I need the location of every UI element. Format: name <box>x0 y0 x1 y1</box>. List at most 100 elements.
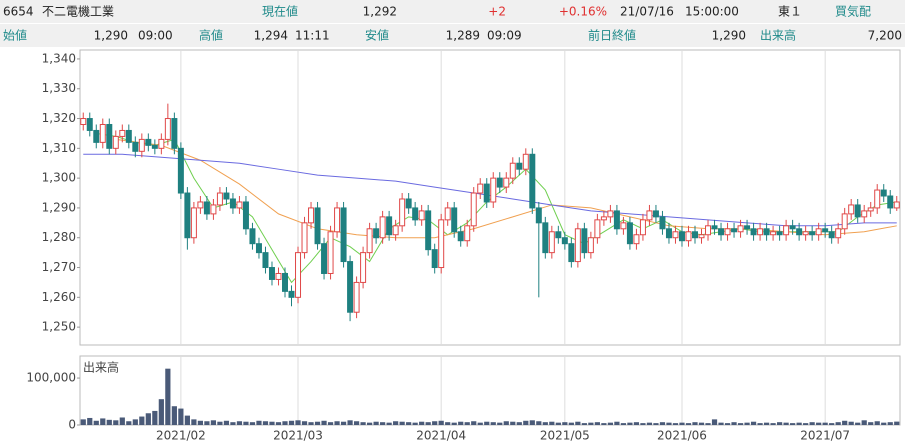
volume-bar <box>822 422 828 425</box>
candle-body <box>255 243 262 254</box>
open: 1,290 <box>94 29 128 43</box>
candle-body <box>457 231 464 242</box>
candle-body <box>685 231 692 242</box>
candle-body <box>223 192 230 200</box>
volume-bar <box>386 422 392 425</box>
candle-body <box>535 207 542 224</box>
date: 21/07/16 <box>620 5 674 19</box>
candle-body <box>867 207 874 212</box>
volume-bar <box>874 421 880 425</box>
volume-bar <box>340 421 347 425</box>
volume-title: 出来高 <box>83 360 119 375</box>
candle-body <box>509 162 516 179</box>
candle-body <box>809 231 816 236</box>
y-tick-label: 1,290 <box>42 200 76 214</box>
candle-body <box>203 201 210 215</box>
market: 東１ <box>778 5 802 19</box>
candle-body <box>158 138 165 149</box>
volume-bar <box>243 421 249 425</box>
y-tick-label: 1,300 <box>42 171 76 185</box>
volume-bar <box>432 421 438 425</box>
volume-bar <box>262 421 269 425</box>
volume-bar <box>575 421 581 425</box>
candle-body <box>210 204 217 215</box>
candle-body <box>340 207 347 263</box>
candle-body <box>587 237 594 254</box>
volume-bar <box>711 419 718 425</box>
candle-body <box>763 228 770 236</box>
volume-bar <box>829 423 835 425</box>
volume-bar <box>367 422 373 425</box>
candle-body <box>893 201 900 209</box>
volume-bar <box>217 421 223 425</box>
price: 1,292 <box>363 5 397 19</box>
volume-bar <box>301 421 308 425</box>
volume-bar <box>230 422 236 425</box>
candle-body <box>529 153 536 209</box>
candle-body <box>314 207 321 245</box>
candle-body <box>295 252 302 298</box>
volume-bar <box>698 422 705 425</box>
y-tick-label: 1,280 <box>42 230 76 244</box>
volume-bar <box>620 423 627 425</box>
x-tick-label: 2021/05 <box>540 429 590 443</box>
volume-bar <box>380 422 386 425</box>
candle-body <box>568 243 575 263</box>
candle-body <box>288 290 295 298</box>
volume-bar <box>419 421 425 425</box>
candle-body <box>639 219 646 236</box>
volume-bar <box>171 406 177 425</box>
volume-bar <box>497 422 503 425</box>
volume-bar <box>523 420 529 425</box>
volume-bar <box>868 422 874 425</box>
candle-body <box>874 189 881 209</box>
candle-body <box>880 189 887 197</box>
volume-bar <box>601 423 607 425</box>
candle-body <box>477 183 484 194</box>
high: 1,294 <box>254 29 288 43</box>
candle-body <box>470 192 477 227</box>
volume-bar <box>555 422 561 425</box>
quote-row-2 <box>0 24 905 47</box>
candle-body <box>184 192 191 239</box>
volume-bar <box>809 422 815 425</box>
volume-bar <box>516 422 522 425</box>
candle-body <box>119 129 126 137</box>
candle-body <box>145 138 152 146</box>
volume-bar <box>783 422 789 425</box>
candle-body <box>652 210 659 218</box>
candle-body <box>86 118 93 131</box>
candle-body <box>483 183 490 203</box>
candle-body <box>776 231 783 236</box>
candle-body <box>327 231 334 274</box>
volume-bar <box>685 423 692 425</box>
candle-body <box>464 225 471 242</box>
volume-bar <box>321 420 327 425</box>
plot-frame <box>79 49 901 346</box>
candle-body <box>835 228 842 239</box>
volume-bar <box>490 422 496 425</box>
candle-body <box>242 201 249 230</box>
volume-bar <box>314 421 321 425</box>
candle-body <box>757 228 764 236</box>
candle-body <box>887 195 894 209</box>
candle-body <box>360 252 367 283</box>
volume-bar <box>210 420 217 425</box>
candle-body <box>229 198 236 209</box>
candle-body <box>171 118 178 149</box>
volume-bar <box>666 422 672 425</box>
volume-bar <box>588 422 594 425</box>
volume-bar <box>796 422 802 425</box>
candle-body <box>613 210 620 230</box>
volume-bar <box>100 418 106 425</box>
y-tick-label: 1,330 <box>42 81 76 95</box>
volume-bar <box>894 421 900 425</box>
candle-body <box>841 213 848 230</box>
volume-bar <box>236 421 243 425</box>
volume-bar <box>269 421 275 425</box>
volume-bar <box>139 416 145 425</box>
candle-body <box>607 210 614 218</box>
volume-bar <box>770 423 776 425</box>
candle-body <box>392 225 399 236</box>
bid-label[interactable]: 買気配 <box>835 4 871 19</box>
